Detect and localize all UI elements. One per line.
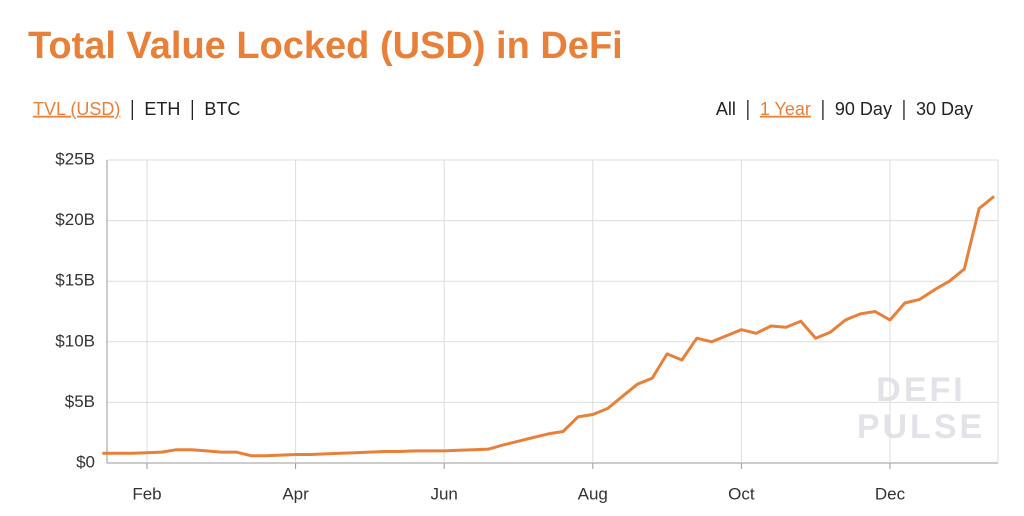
x-tick-label: Jun [430, 484, 457, 503]
tabs: TVL (USD) ETH BTC All 1 Year 90 Day 30 Day [33, 99, 973, 120]
tab[interactable]: ETH [144, 99, 180, 119]
y-tick-label: $15B [55, 271, 95, 290]
x-tick-label: Aug [578, 484, 608, 503]
tab[interactable]: All [716, 99, 736, 119]
x-tick-label: Oct [728, 484, 755, 503]
x-tick-label: Dec [875, 484, 906, 503]
x-tick-label: Feb [132, 484, 161, 503]
tab[interactable]: 90 Day [835, 99, 892, 119]
chart-title: Total Value Locked (USD) in DeFi [28, 25, 623, 67]
y-tick-label: $25B [55, 149, 95, 168]
y-tick-label: $5B [65, 392, 95, 411]
tab[interactable]: TVL (USD) [33, 99, 120, 119]
tab[interactable]: 1 Year [760, 99, 811, 119]
y-tick-label: $20B [55, 210, 95, 229]
y-tick-label: $10B [55, 331, 95, 350]
line [102, 195, 995, 458]
y-tick-label: $0 [76, 452, 95, 471]
watermark-text: PULSE [857, 408, 985, 446]
tab[interactable]: BTC [204, 99, 240, 119]
x-tick-label: Apr [282, 484, 309, 503]
tab[interactable]: 30 Day [916, 99, 973, 119]
